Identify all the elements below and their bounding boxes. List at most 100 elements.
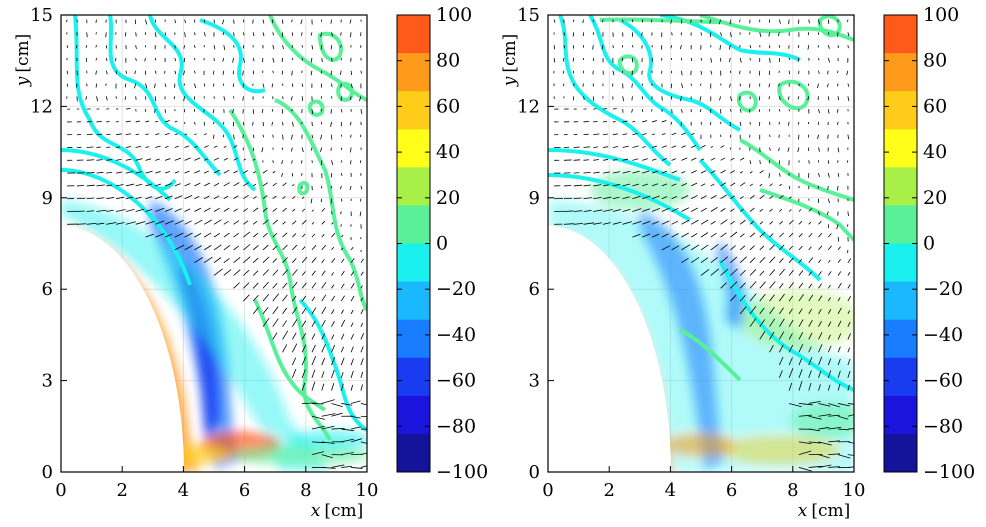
velocity-arrow <box>272 258 278 263</box>
velocity-arrow <box>242 57 246 63</box>
velocity-arrow <box>808 160 810 164</box>
velocity-arrow <box>671 32 673 36</box>
velocity-arrow <box>837 346 841 353</box>
velocity-arrow <box>331 222 334 225</box>
velocity-arrow <box>603 146 609 148</box>
velocity-arrow <box>583 171 591 174</box>
velocity-arrow <box>798 209 802 212</box>
velocity-arrow <box>593 196 602 200</box>
colorbar-right: 100 80 60 40 20 0 −20 −40 −60 −80 −100 <box>883 4 975 483</box>
velocity-arrow <box>340 309 344 315</box>
velocity-arrow <box>292 184 295 187</box>
velocity-arrow <box>798 282 804 289</box>
velocity-arrow <box>583 197 592 200</box>
velocity-arrow <box>233 195 239 200</box>
velocity-arrow <box>340 109 343 113</box>
velocity-arrow <box>779 232 784 238</box>
velocity-arrow <box>301 83 304 87</box>
velocity-arrow <box>847 258 852 263</box>
colorbar-band <box>884 53 917 92</box>
velocity-arrow <box>311 307 317 315</box>
velocity-arrow <box>836 83 839 87</box>
velocity-arrow <box>135 57 137 61</box>
velocity-arrow <box>183 57 186 63</box>
velocity-arrow <box>321 233 325 238</box>
velocity-arrow <box>272 282 278 289</box>
velocity-arrow <box>808 382 812 391</box>
velocity-arrow <box>700 232 709 238</box>
velocity-arrow <box>759 256 766 263</box>
velocity-arrow <box>827 185 829 190</box>
y-tick-label: 15 <box>517 5 540 26</box>
velocity-arrow <box>573 159 581 161</box>
velocity-arrow <box>720 32 722 37</box>
velocity-arrow <box>331 211 333 215</box>
velocity-arrow <box>778 356 784 366</box>
velocity-arrow <box>837 258 841 263</box>
velocity-arrow <box>262 195 268 200</box>
velocity-arrow <box>622 120 628 123</box>
velocity-arrow <box>818 320 822 327</box>
velocity-arrow <box>681 207 690 212</box>
velocity-arrow <box>847 333 851 340</box>
velocity-arrow <box>847 310 851 315</box>
velocity-arrow <box>788 344 794 353</box>
velocity-arrow <box>301 320 307 327</box>
velocity-arrow <box>86 184 95 187</box>
velocity-arrow <box>671 245 680 251</box>
velocity-arrow <box>360 271 364 276</box>
velocity-arrow <box>593 222 602 225</box>
velocity-arrow <box>213 232 221 238</box>
velocity-arrow <box>213 45 216 50</box>
velocity-arrow <box>788 368 794 379</box>
velocity-arrow <box>847 211 849 217</box>
velocity-arrow <box>164 171 171 174</box>
velocity-arrow <box>808 271 813 276</box>
y-tick-label: 12 <box>517 96 540 117</box>
velocity-arrow <box>174 171 180 174</box>
velocity-arrow <box>145 208 153 212</box>
velocity-arrow <box>818 283 823 289</box>
velocity-arrow <box>252 282 259 289</box>
velocity-arrow <box>272 245 278 251</box>
velocity-arrow <box>204 145 209 148</box>
colorbar-tick-label: 40 <box>923 141 947 163</box>
velocity-arrow <box>759 245 765 251</box>
velocity-arrow <box>749 45 752 49</box>
colorbar-band <box>884 395 917 435</box>
velocity-arrow <box>155 220 165 225</box>
velocity-arrow <box>301 246 306 251</box>
axis-ticks-right: 0 2 4 6 8 10 0 3 6 9 12 15 <box>517 5 865 501</box>
velocity-arrow <box>827 271 832 276</box>
velocity-arrow <box>622 196 630 200</box>
colorbar-band <box>397 395 430 435</box>
velocity-arrow <box>788 269 794 276</box>
velocity-arrow <box>164 233 173 238</box>
velocity-arrow <box>174 70 177 75</box>
velocity-arrow <box>331 160 334 166</box>
panel-right: 0 2 4 6 8 10 0 3 6 9 12 15 y[cm] x [cm] <box>500 5 865 521</box>
velocity-arrow <box>779 183 782 187</box>
velocity-arrow <box>818 259 822 263</box>
velocity-arrow <box>729 96 733 102</box>
velocity-arrow <box>301 332 306 340</box>
velocity-arrow <box>769 294 775 302</box>
velocity-arrow <box>116 184 124 187</box>
velocity-arrow <box>213 157 219 161</box>
velocity-arrow <box>183 83 186 86</box>
velocity-arrow <box>243 256 251 263</box>
velocity-arrow <box>262 244 269 251</box>
velocity-arrow <box>321 371 325 378</box>
y-tick-label: 9 <box>529 188 540 209</box>
velocity-arrow <box>349 32 352 38</box>
velocity-arrow <box>184 183 191 187</box>
velocity-arrow <box>204 158 208 161</box>
velocity-arrow <box>769 331 775 340</box>
velocity-arrow <box>330 121 332 127</box>
colorbar-tick-label: −60 <box>436 370 476 392</box>
velocity-arrow <box>720 83 722 86</box>
velocity-arrow <box>710 57 712 63</box>
x-tick-label: 8 <box>300 480 311 501</box>
velocity-arrow <box>86 159 95 161</box>
velocity-arrow <box>777 32 780 37</box>
